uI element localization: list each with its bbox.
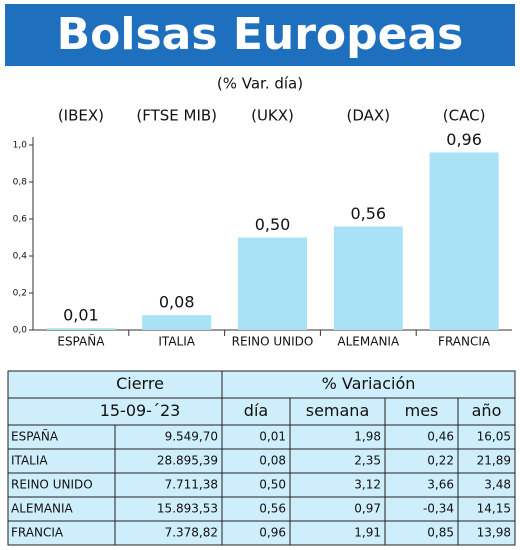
table-column-header: 15-09-´23 [100, 401, 181, 420]
table-cell: 0,01 [259, 430, 286, 444]
bar [429, 152, 499, 330]
x-tick-label: ESPAÑA [57, 334, 105, 349]
y-tick-label: 0,0 [13, 326, 28, 336]
table-column-header: día [244, 401, 268, 420]
value-label: 0,01 [63, 306, 99, 325]
table-cell: 14,15 [477, 502, 511, 516]
group-label: (FTSE MIB) [136, 107, 217, 125]
table-cell: 0,50 [259, 478, 286, 492]
bar [238, 237, 307, 330]
x-tick-label: FRANCIA [438, 335, 491, 349]
table-column-header: mes [405, 401, 439, 420]
y-tick-label: 0,2 [13, 289, 27, 299]
value-label: 0,08 [159, 293, 195, 312]
table-cell: 7.378,82 [165, 526, 218, 540]
y-tick-label: 1,0 [13, 141, 28, 151]
group-label: (DAX) [347, 107, 391, 125]
table-cell: 0,85 [427, 526, 454, 540]
x-tick-label: ITALIA [158, 335, 195, 349]
value-label: 0,56 [350, 204, 386, 223]
table-cell: 1,91 [354, 526, 381, 540]
y-tick-label: 0,4 [13, 252, 28, 262]
table-cell: 15.893,53 [157, 502, 218, 516]
table-row-label: FRANCIA [11, 526, 64, 540]
table-cell: 16,05 [477, 430, 511, 444]
x-tick-label: ALEMANIA [337, 335, 400, 349]
table-group-header: % Variación [322, 374, 416, 393]
group-label: (UKX) [251, 107, 294, 125]
value-label: 0,50 [255, 215, 291, 234]
y-tick-label: 0,8 [13, 178, 28, 188]
bar [142, 315, 212, 330]
table-cell: 0,08 [259, 454, 286, 468]
group-label: (IBEX) [58, 107, 104, 125]
group-label: (CAC) [443, 107, 486, 125]
bar [46, 328, 116, 330]
table-cell: 3,12 [354, 478, 381, 492]
table-cell: -0,34 [423, 502, 454, 516]
table-cell: 3,48 [484, 478, 511, 492]
title: Bolsas Europeas [57, 9, 464, 60]
title-banner [5, 4, 515, 66]
table-cell: 21,89 [477, 454, 511, 468]
table-cell: 0,97 [354, 502, 381, 516]
table-cell: 0,96 [259, 526, 286, 540]
table-group-header: Cierre [116, 374, 164, 393]
table-column-header: semana [306, 401, 370, 420]
table-cell: 3,66 [427, 478, 454, 492]
value-label: 0,96 [446, 130, 482, 149]
y-tick-label: 0,6 [13, 215, 28, 225]
table-cell: 28.895,39 [157, 454, 218, 468]
table-row-label: REINO UNIDO [11, 478, 93, 492]
subtitle: (% Var. día) [217, 75, 303, 93]
table-cell: 9.549,70 [165, 430, 218, 444]
table-background [7, 370, 516, 546]
x-tick-label: REINO UNIDO [232, 335, 314, 349]
table-row-label: ITALIA [11, 454, 48, 468]
table-cell: 2,35 [354, 454, 381, 468]
table-cell: 1,98 [354, 430, 381, 444]
bar [333, 226, 403, 330]
table-cell: 0,22 [427, 454, 454, 468]
table-cell: 0,56 [259, 502, 286, 516]
table-column-header: año [472, 401, 502, 420]
table-row-label: ALEMANIA [11, 502, 74, 516]
table-cell: 7.711,38 [165, 478, 218, 492]
table-cell: 0,46 [427, 430, 454, 444]
table-row-label: ESPAÑA [11, 429, 59, 444]
table-cell: 13,98 [477, 526, 511, 540]
